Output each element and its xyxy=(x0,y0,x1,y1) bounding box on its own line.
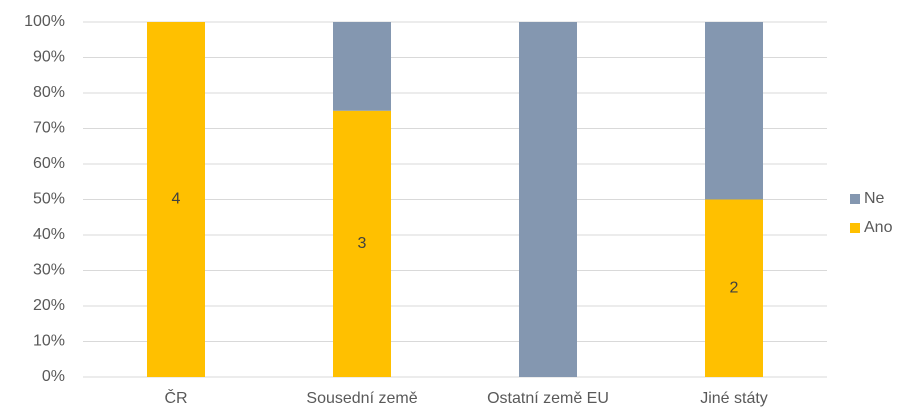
legend-label: Ne xyxy=(864,190,885,207)
y-tick-label: 40% xyxy=(33,226,65,243)
legend-swatch xyxy=(850,194,860,204)
data-label: 4 xyxy=(172,191,181,208)
y-tick-label: 0% xyxy=(42,368,65,385)
x-tick-label: ČR xyxy=(164,388,187,407)
y-tick-label: 60% xyxy=(33,155,65,172)
y-tick-label: 10% xyxy=(33,333,65,350)
legend-label: Ano xyxy=(864,219,893,236)
y-tick-label: 50% xyxy=(33,191,65,208)
data-label: 3 xyxy=(358,235,367,252)
y-tick-label: 100% xyxy=(24,13,65,30)
bar-segment xyxy=(333,110,391,377)
bar-segment xyxy=(147,22,205,377)
x-tick-label: Ostatní země EU xyxy=(487,390,609,407)
data-label: 2 xyxy=(730,279,739,296)
y-tick-label: 90% xyxy=(33,49,65,66)
bar-segment xyxy=(705,22,763,200)
x-tick-label: Jiné státy xyxy=(700,390,768,407)
y-tick-label: 20% xyxy=(33,297,65,314)
legend-swatch xyxy=(850,223,860,233)
bar-segment xyxy=(333,22,391,111)
y-tick-label: 30% xyxy=(33,262,65,279)
y-tick-label: 70% xyxy=(33,120,65,137)
x-tick-label: Sousední země xyxy=(306,390,417,407)
bar-segment xyxy=(519,22,577,377)
bar-segment xyxy=(705,199,763,377)
y-tick-label: 80% xyxy=(33,84,65,101)
